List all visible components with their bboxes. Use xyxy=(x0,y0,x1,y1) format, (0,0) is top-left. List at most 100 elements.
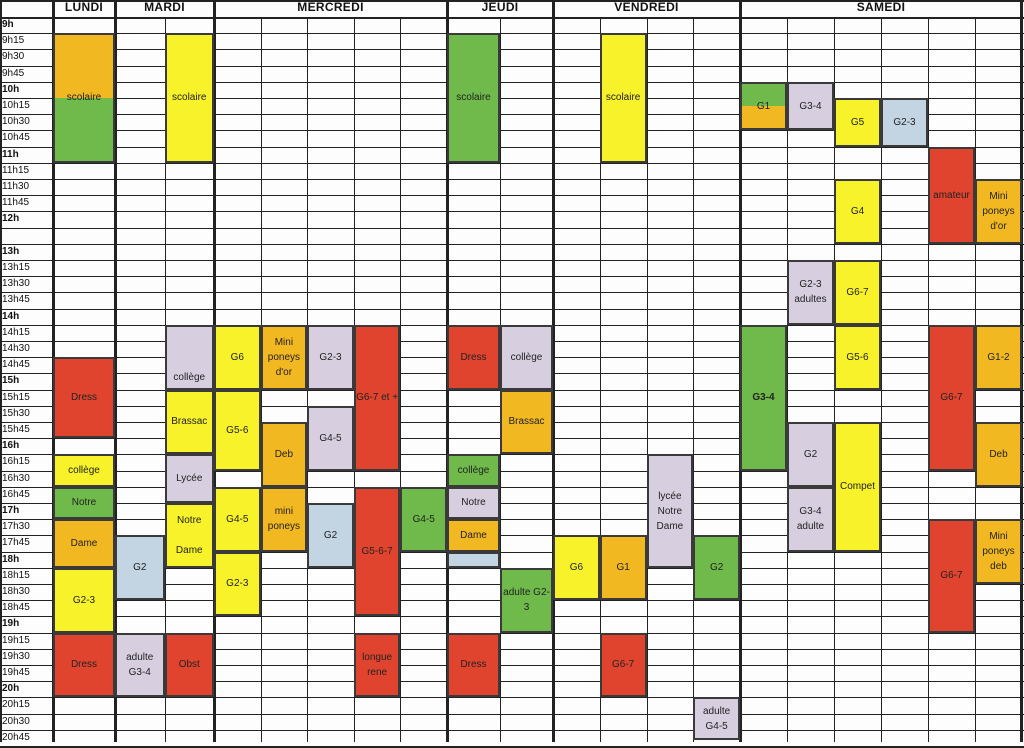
lesson-block[interactable]: scolaire xyxy=(447,33,500,163)
lesson-block[interactable]: Dame xyxy=(447,519,500,552)
lesson-block[interactable]: G4-5 xyxy=(400,486,447,552)
lesson-block[interactable]: G1 xyxy=(599,535,647,601)
lesson-block[interactable]: G5 xyxy=(834,98,881,147)
lesson-block[interactable]: G4-5 xyxy=(214,486,261,552)
lesson-block[interactable]: G5-6 xyxy=(834,324,881,390)
lesson-label: Mini xyxy=(274,336,294,348)
lesson-label: poneys xyxy=(267,521,301,533)
lesson-block[interactable]: G5-6 xyxy=(214,389,261,471)
lesson-block[interactable]: Brassac xyxy=(500,389,553,455)
time-label: 14h45 xyxy=(2,359,30,371)
row-line xyxy=(0,33,1024,34)
lesson-block[interactable]: G5-6-7 xyxy=(353,486,401,617)
lesson-block[interactable]: G1 xyxy=(740,81,787,131)
lesson-block[interactable]: G3-4 xyxy=(787,81,834,131)
time-label: 11h45 xyxy=(2,197,30,209)
time-label: 10h45 xyxy=(2,132,30,144)
lesson-label: G6-7 xyxy=(846,286,869,298)
lesson-label: poneys xyxy=(982,546,1015,558)
lesson-block[interactable]: Dame xyxy=(53,519,115,568)
lesson-block[interactable]: G6-7 xyxy=(834,260,881,325)
row-line xyxy=(0,487,1024,488)
lesson-block[interactable]: adulte G3-4 xyxy=(115,632,165,698)
lesson-block[interactable]: G3-4 adulte xyxy=(787,486,834,552)
time-label: 16h45 xyxy=(2,488,30,500)
lesson-block[interactable]: G6 xyxy=(214,324,261,390)
lesson-block[interactable] xyxy=(447,551,500,568)
lesson-label: G6-7 xyxy=(612,659,635,671)
lesson-block[interactable]: G6 xyxy=(553,535,600,601)
lesson-block[interactable]: Mini poneys deb xyxy=(975,519,1022,584)
lesson-label: G2 xyxy=(709,562,724,574)
row-line xyxy=(0,276,1024,277)
lesson-label: G4-5 xyxy=(319,432,342,444)
lesson-block[interactable]: Dress xyxy=(447,632,500,698)
lesson-block[interactable]: Notre xyxy=(53,486,115,520)
lesson-block[interactable]: G6-7 xyxy=(928,519,975,633)
lesson-block[interactable]: scolaire xyxy=(599,33,647,163)
lesson-label: G2 xyxy=(323,529,338,541)
lesson-block[interactable]: collège xyxy=(53,454,115,487)
row-line xyxy=(0,649,1024,650)
lesson-block[interactable]: adulte G2- 3 xyxy=(500,567,553,633)
lesson-block[interactable]: G4 xyxy=(834,179,881,244)
lesson-block[interactable]: G2-3 adultes xyxy=(787,260,834,325)
lesson-block[interactable]: Deb xyxy=(975,422,1022,487)
lesson-label: adultes xyxy=(794,294,827,306)
left-border-line xyxy=(0,0,2,742)
lesson-block[interactable]: scolaire xyxy=(164,33,214,163)
lesson-block[interactable]: longue rene xyxy=(353,632,401,698)
lesson-block[interactable]: G6-7 xyxy=(599,632,647,698)
lesson-block[interactable]: G6-7 xyxy=(928,324,975,471)
lesson-block[interactable]: G2-3 xyxy=(214,551,261,617)
lesson-label: Obst xyxy=(178,659,200,671)
lesson-block[interactable]: Compet xyxy=(834,422,881,552)
time-label: 9h30 xyxy=(2,51,25,63)
lesson-block[interactable]: G4-5 xyxy=(307,405,354,471)
lesson-block[interactable]: collège xyxy=(500,324,553,390)
lesson-block[interactable]: Notre Dame xyxy=(164,503,214,568)
row-line xyxy=(0,697,1024,698)
row-line xyxy=(0,114,1024,115)
lesson-block[interactable]: G3-4 xyxy=(740,324,787,471)
lesson-block[interactable]: collège xyxy=(164,324,214,390)
lesson-block[interactable]: mini poneys xyxy=(260,486,308,552)
lesson-block[interactable]: Brassac xyxy=(164,389,214,455)
lesson-block[interactable]: lycée Notre Dame xyxy=(646,454,694,568)
lesson-block[interactable]: amateur xyxy=(928,146,975,244)
time-label: 13h30 xyxy=(2,278,30,290)
sub-column-line xyxy=(647,17,648,742)
lesson-label: G5 xyxy=(850,116,865,128)
lesson-block[interactable]: Obst xyxy=(164,632,214,698)
day-header: JEUDI xyxy=(481,0,519,14)
lesson-block[interactable]: Mini poneys d'or xyxy=(260,324,308,390)
lesson-block[interactable]: G2-3 xyxy=(53,567,115,633)
lesson-block[interactable]: Dress xyxy=(447,324,500,390)
lesson-label: Dame xyxy=(656,520,684,532)
lesson-label: Dress xyxy=(460,659,487,671)
lesson-block[interactable]: G2 xyxy=(787,422,834,487)
row-line xyxy=(0,292,1024,293)
lesson-block[interactable]: G1-2 xyxy=(975,324,1022,390)
lesson-block[interactable]: Lycée xyxy=(164,454,214,503)
lesson-block[interactable]: G2 xyxy=(115,535,165,601)
lesson-block[interactable]: scolaire xyxy=(53,33,115,163)
lesson-block[interactable]: adulte G4-5 xyxy=(693,697,740,740)
lesson-block[interactable]: G6-7 et + xyxy=(353,324,401,471)
lesson-block[interactable]: G2-3 xyxy=(307,324,354,390)
lesson-label: adulte xyxy=(703,705,731,717)
lesson-label: poneys xyxy=(267,351,301,363)
lesson-block[interactable]: Dress xyxy=(53,632,115,698)
lesson-block[interactable]: G2 xyxy=(307,503,354,568)
lesson-label: lycée xyxy=(658,490,682,502)
lesson-block[interactable]: Deb xyxy=(260,422,308,487)
lesson-block[interactable]: Mini poneys d'or xyxy=(975,179,1022,244)
day-header: VENDREDI xyxy=(614,0,679,14)
lesson-block[interactable]: Notre xyxy=(447,486,500,520)
lesson-block[interactable]: collège xyxy=(447,454,500,487)
lesson-block[interactable]: G2-3 xyxy=(881,98,928,147)
row-line xyxy=(0,714,1024,715)
lesson-label: adulte xyxy=(126,651,154,663)
lesson-block[interactable]: Dress xyxy=(53,357,115,439)
lesson-block[interactable]: G2 xyxy=(693,535,740,601)
